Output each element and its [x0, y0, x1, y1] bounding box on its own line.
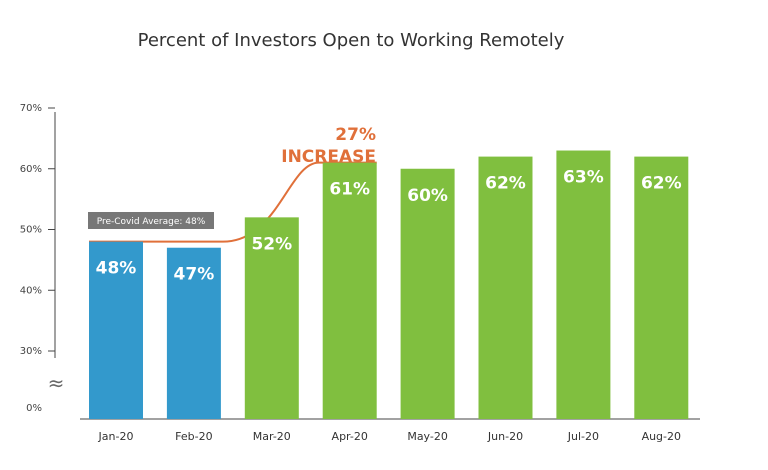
x-tick-label: Jul-20	[567, 430, 599, 443]
x-tick-label: May-20	[407, 430, 448, 443]
y-ticks: 0% 30% 40% 50% 60% 70%	[20, 103, 55, 414]
data-label: 63%	[563, 168, 604, 188]
data-label: 47%	[174, 265, 215, 285]
pre-covid-average-label: Pre-Covid Average: 48%	[97, 217, 206, 227]
bar-apr-20	[322, 162, 377, 420]
x-tick-label: Jun-20	[487, 430, 523, 443]
bar-jan-20	[89, 241, 143, 419]
x-tick-label: Feb-20	[175, 430, 212, 443]
bars: 48% Jan-20 47% Feb-20 52% Mar-20 61% Apr-20 60% M…	[89, 150, 689, 443]
data-label: 48%	[96, 259, 137, 279]
data-label: 62%	[485, 174, 526, 194]
pre-covid-average-annotation: Pre-Covid Average: 48%	[88, 212, 214, 229]
increase-word-label: INCREASE	[281, 147, 376, 167]
x-tick-label: Jan-20	[98, 430, 134, 443]
data-label: 60%	[407, 186, 448, 206]
axis-break: ≈	[48, 371, 65, 395]
data-label: 52%	[251, 234, 292, 254]
pre-covid-average-box	[88, 212, 214, 229]
increase-percent-label: 27%	[335, 125, 376, 145]
x-tick-label: Apr-20	[332, 430, 368, 443]
y-tick-label: 40%	[20, 285, 42, 296]
x-tick-label: Aug-20	[642, 430, 681, 443]
bar-jun-20	[478, 156, 533, 419]
y-tick-label: 70%	[20, 103, 42, 114]
bar-mar-20	[244, 217, 299, 419]
x-tick-label: Mar-20	[253, 430, 291, 443]
bar-jul-20	[556, 150, 611, 419]
y-tick-label: 30%	[20, 346, 42, 357]
data-label: 61%	[329, 180, 370, 200]
y-tick-label: 60%	[20, 164, 42, 175]
bar-aug-20	[634, 156, 689, 419]
y-tick-label: 0%	[26, 403, 42, 414]
y-tick-label: 50%	[20, 225, 42, 236]
increase-curve	[89, 161, 377, 243]
data-label: 62%	[641, 174, 682, 194]
chart-title: Percent of Investors Open to Working Rem…	[138, 30, 565, 51]
bar-feb-20	[166, 247, 221, 419]
bar-may-20	[400, 168, 455, 419]
